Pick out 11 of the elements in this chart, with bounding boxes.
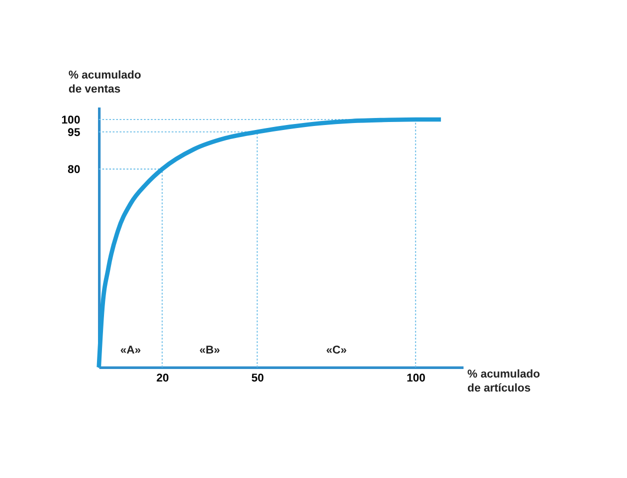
annotation: «C»: [326, 344, 347, 356]
annotation: «B»: [199, 344, 220, 356]
y-tick-label: 100: [61, 114, 80, 126]
x-tick-label: 20: [156, 372, 169, 385]
x-tick-label: 50: [251, 372, 264, 385]
x-axis-title: % acumulado de artículos: [467, 368, 540, 395]
x-tick-label: 100: [406, 372, 426, 385]
annotation: «A»: [120, 344, 141, 356]
y-tick-label: 95: [68, 126, 80, 139]
y-tick-label: 80: [68, 164, 80, 176]
y-axis-title: % acumulado de ventas: [68, 70, 142, 96]
